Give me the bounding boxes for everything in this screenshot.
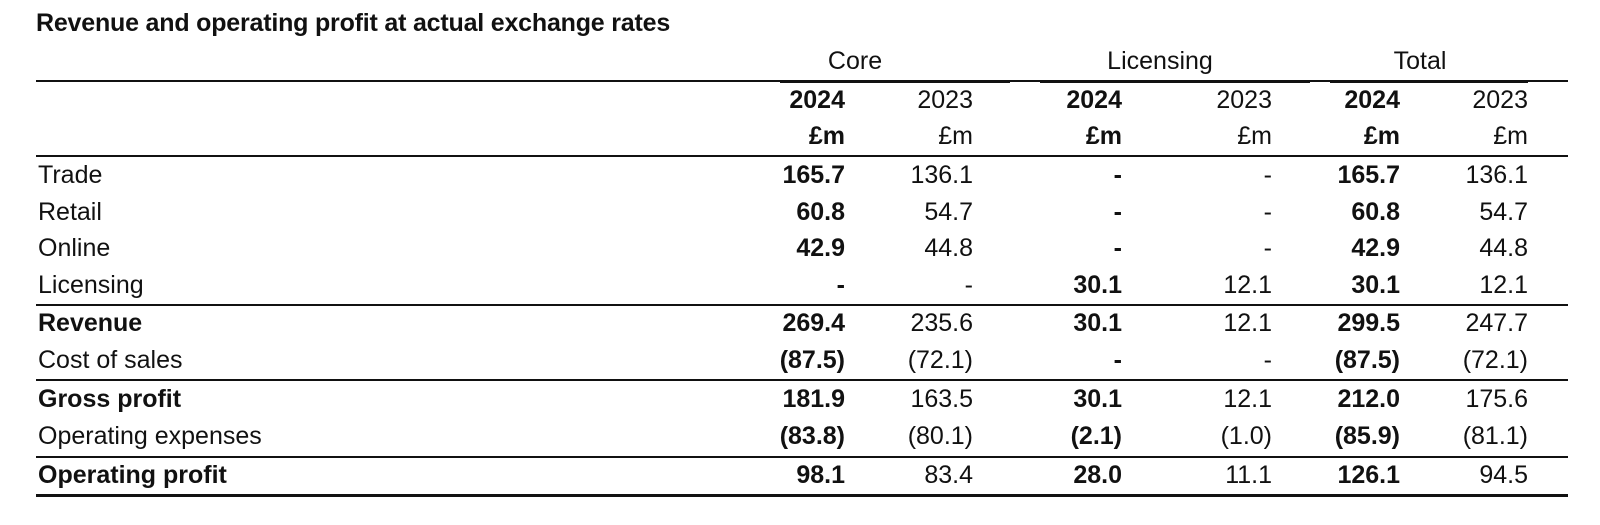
table-cell: - <box>1113 234 1122 262</box>
row-label: Revenue <box>38 309 143 337</box>
group-header-total: Total <box>1393 47 1447 75</box>
table-cell: 60.8 <box>796 198 845 226</box>
table-cell: - <box>1263 198 1272 226</box>
table-cell: 165.7 <box>1337 161 1400 189</box>
table-cell: 54.7 <box>924 198 973 226</box>
table-cell: 44.8 <box>1479 234 1528 262</box>
row-label: Gross profit <box>38 385 182 413</box>
table-cell: 42.9 <box>796 234 845 262</box>
table-cell: (1.0) <box>1220 422 1272 450</box>
row-label: Online <box>38 234 111 262</box>
year-header-1: 2023 <box>917 86 973 114</box>
table-cell: 163.5 <box>910 385 973 413</box>
group-underline-1 <box>1040 81 1310 83</box>
table-cell: - <box>1113 346 1122 374</box>
table-title: Revenue and operating profit at actual e… <box>36 9 671 37</box>
table-cell: 126.1 <box>1337 461 1400 489</box>
table-cell: 12.1 <box>1223 385 1272 413</box>
group-header-core: Core <box>827 47 883 75</box>
year-header-3: 2023 <box>1216 86 1272 114</box>
rule-above-operating-profit <box>36 456 1568 458</box>
year-header-2: 2024 <box>1066 86 1122 114</box>
table-cell: 212.0 <box>1337 385 1400 413</box>
group-underline-0 <box>780 81 1010 83</box>
table-cell: - <box>964 271 973 299</box>
row-label: Retail <box>38 198 102 226</box>
rule-bottom <box>36 494 1568 497</box>
unit-header-0: £m <box>808 122 845 150</box>
row-label: Trade <box>38 161 103 189</box>
table-cell: - <box>1263 234 1272 262</box>
year-header-0: 2024 <box>789 86 845 114</box>
table-cell: (2.1) <box>1070 422 1122 450</box>
table-cell: (87.5) <box>1334 346 1400 374</box>
table-cell: 28.0 <box>1073 461 1122 489</box>
table-cell: (72.1) <box>907 346 973 374</box>
row-label: Operating expenses <box>38 422 262 450</box>
table-cell: 12.1 <box>1223 271 1272 299</box>
table-cell: (80.1) <box>907 422 973 450</box>
rule-above-revenue <box>36 304 1568 306</box>
unit-header-4: £m <box>1363 122 1400 150</box>
table-cell: - <box>836 271 845 299</box>
table-cell: (72.1) <box>1462 346 1528 374</box>
table-cell: 12.1 <box>1223 309 1272 337</box>
table-cell: 247.7 <box>1465 309 1528 337</box>
row-label: Cost of sales <box>38 346 183 374</box>
table-cell: 30.1 <box>1073 271 1122 299</box>
table-cell: 165.7 <box>782 161 845 189</box>
group-header-licensing: Licensing <box>1107 47 1213 75</box>
table-cell: 30.1 <box>1073 309 1122 337</box>
table-cell: (83.8) <box>779 422 845 450</box>
table-cell: 136.1 <box>910 161 973 189</box>
table-cell: 175.6 <box>1465 385 1528 413</box>
table-cell: - <box>1263 346 1272 374</box>
unit-header-1: £m <box>938 122 973 150</box>
table-cell: 235.6 <box>910 309 973 337</box>
rule-above-gross-profit <box>36 379 1568 381</box>
table-cell: (81.1) <box>1462 422 1528 450</box>
header-rule-bottom <box>36 155 1568 157</box>
year-header-4: 2024 <box>1344 86 1400 114</box>
unit-header-5: £m <box>1493 122 1528 150</box>
table-cell: 44.8 <box>924 234 973 262</box>
table-cell: 12.1 <box>1479 271 1528 299</box>
header-rule-top <box>36 80 1568 82</box>
table-cell: 98.1 <box>796 461 845 489</box>
year-header-5: 2023 <box>1472 86 1528 114</box>
unit-header-3: £m <box>1237 122 1272 150</box>
table-cell: - <box>1263 161 1272 189</box>
table-cell: 181.9 <box>782 385 845 413</box>
table-cell: 136.1 <box>1465 161 1528 189</box>
table-cell: (85.9) <box>1334 422 1400 450</box>
table-cell: - <box>1113 161 1122 189</box>
table-cell: 42.9 <box>1351 234 1400 262</box>
table-cell: - <box>1113 198 1122 226</box>
row-label: Licensing <box>38 271 144 299</box>
table-cell: (87.5) <box>779 346 845 374</box>
table-cell: 30.1 <box>1351 271 1400 299</box>
row-label: Operating profit <box>38 461 227 489</box>
table-cell: 83.4 <box>924 461 973 489</box>
table-cell: 299.5 <box>1337 309 1400 337</box>
unit-header-2: £m <box>1085 122 1122 150</box>
table-cell: 269.4 <box>782 309 845 337</box>
group-underline-2 <box>1330 81 1528 83</box>
table-cell: 94.5 <box>1479 461 1528 489</box>
table-cell: 30.1 <box>1073 385 1122 413</box>
table-cell: 60.8 <box>1351 198 1400 226</box>
table-cell: 54.7 <box>1479 198 1528 226</box>
table-cell: 11.1 <box>1225 461 1272 489</box>
